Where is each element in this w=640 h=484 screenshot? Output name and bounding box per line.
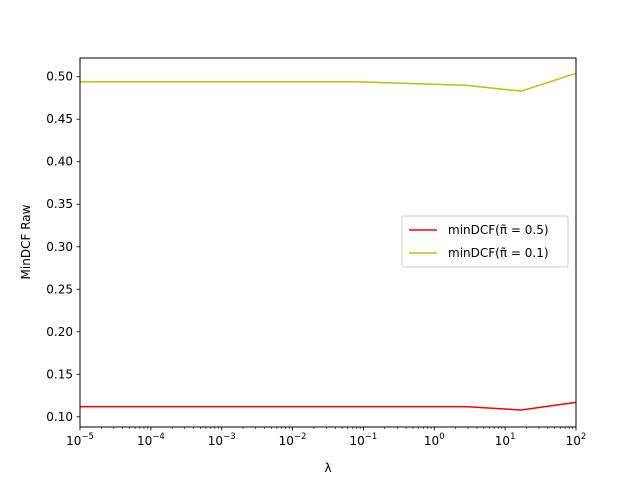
x-tick-exponent: 0 <box>439 432 444 442</box>
x-axis-label: λ <box>324 461 331 475</box>
series-line-1 <box>80 401 577 411</box>
x-tick-exponent: −5 <box>81 432 94 442</box>
legend: minDCF(π̃ = 0.5) minDCF(π̃ = 0.1) <box>401 215 569 268</box>
x-tick-exponent: −1 <box>365 432 378 442</box>
x-tick-base: 10 <box>424 434 439 448</box>
y-tick-label: 0.35 <box>46 197 73 211</box>
x-tick-label: 10−2 <box>279 432 307 448</box>
x-tick-label: 10−3 <box>208 432 236 448</box>
x-tick-base: 10 <box>208 434 223 448</box>
y-tick-label: 0.30 <box>46 240 73 254</box>
legend-label-series-1: minDCF(π̃ = 0.5) <box>448 223 549 237</box>
legend-label-series-2: minDCF(π̃ = 0.1) <box>448 246 549 260</box>
plot-frame <box>79 57 577 428</box>
x-tick-base: 10 <box>279 434 294 448</box>
y-tick-label: 0.10 <box>46 410 73 424</box>
series-line-2 <box>80 72 577 92</box>
y-tick-label: 0.40 <box>46 155 73 169</box>
x-tick-base: 10 <box>566 434 581 448</box>
x-tick-exponent: −2 <box>294 432 307 442</box>
x-tick-exponent: −4 <box>152 432 165 442</box>
x-tick-exponent: 2 <box>581 432 586 442</box>
y-tick-label: 0.50 <box>46 70 73 84</box>
x-tick-label: 10−5 <box>66 432 94 448</box>
y-tick-label: 0.25 <box>46 282 73 296</box>
y-axis-label: MinDCF Raw <box>19 204 33 279</box>
x-tick-label: 102 <box>566 432 587 448</box>
y-tick-label: 0.15 <box>46 367 73 381</box>
x-tick-base: 10 <box>495 434 510 448</box>
x-tick-exponent: 1 <box>510 432 515 442</box>
legend-box <box>401 215 569 268</box>
x-tick-label: 101 <box>495 432 516 448</box>
x-tick-exponent: −3 <box>223 432 236 442</box>
series-layer <box>80 72 577 411</box>
x-tick-base: 10 <box>66 434 81 448</box>
y-tick-label: 0.45 <box>46 112 73 126</box>
x-tick-label: 10−4 <box>137 432 165 448</box>
y-tick-label: 0.20 <box>46 325 73 339</box>
x-tick-base: 10 <box>350 434 365 448</box>
x-tick-label: 10−1 <box>350 432 378 448</box>
tick-layer: 0.100.150.200.250.300.350.400.450.5010−5… <box>46 70 586 448</box>
x-tick-label: 100 <box>424 432 445 448</box>
x-tick-base: 10 <box>137 434 152 448</box>
